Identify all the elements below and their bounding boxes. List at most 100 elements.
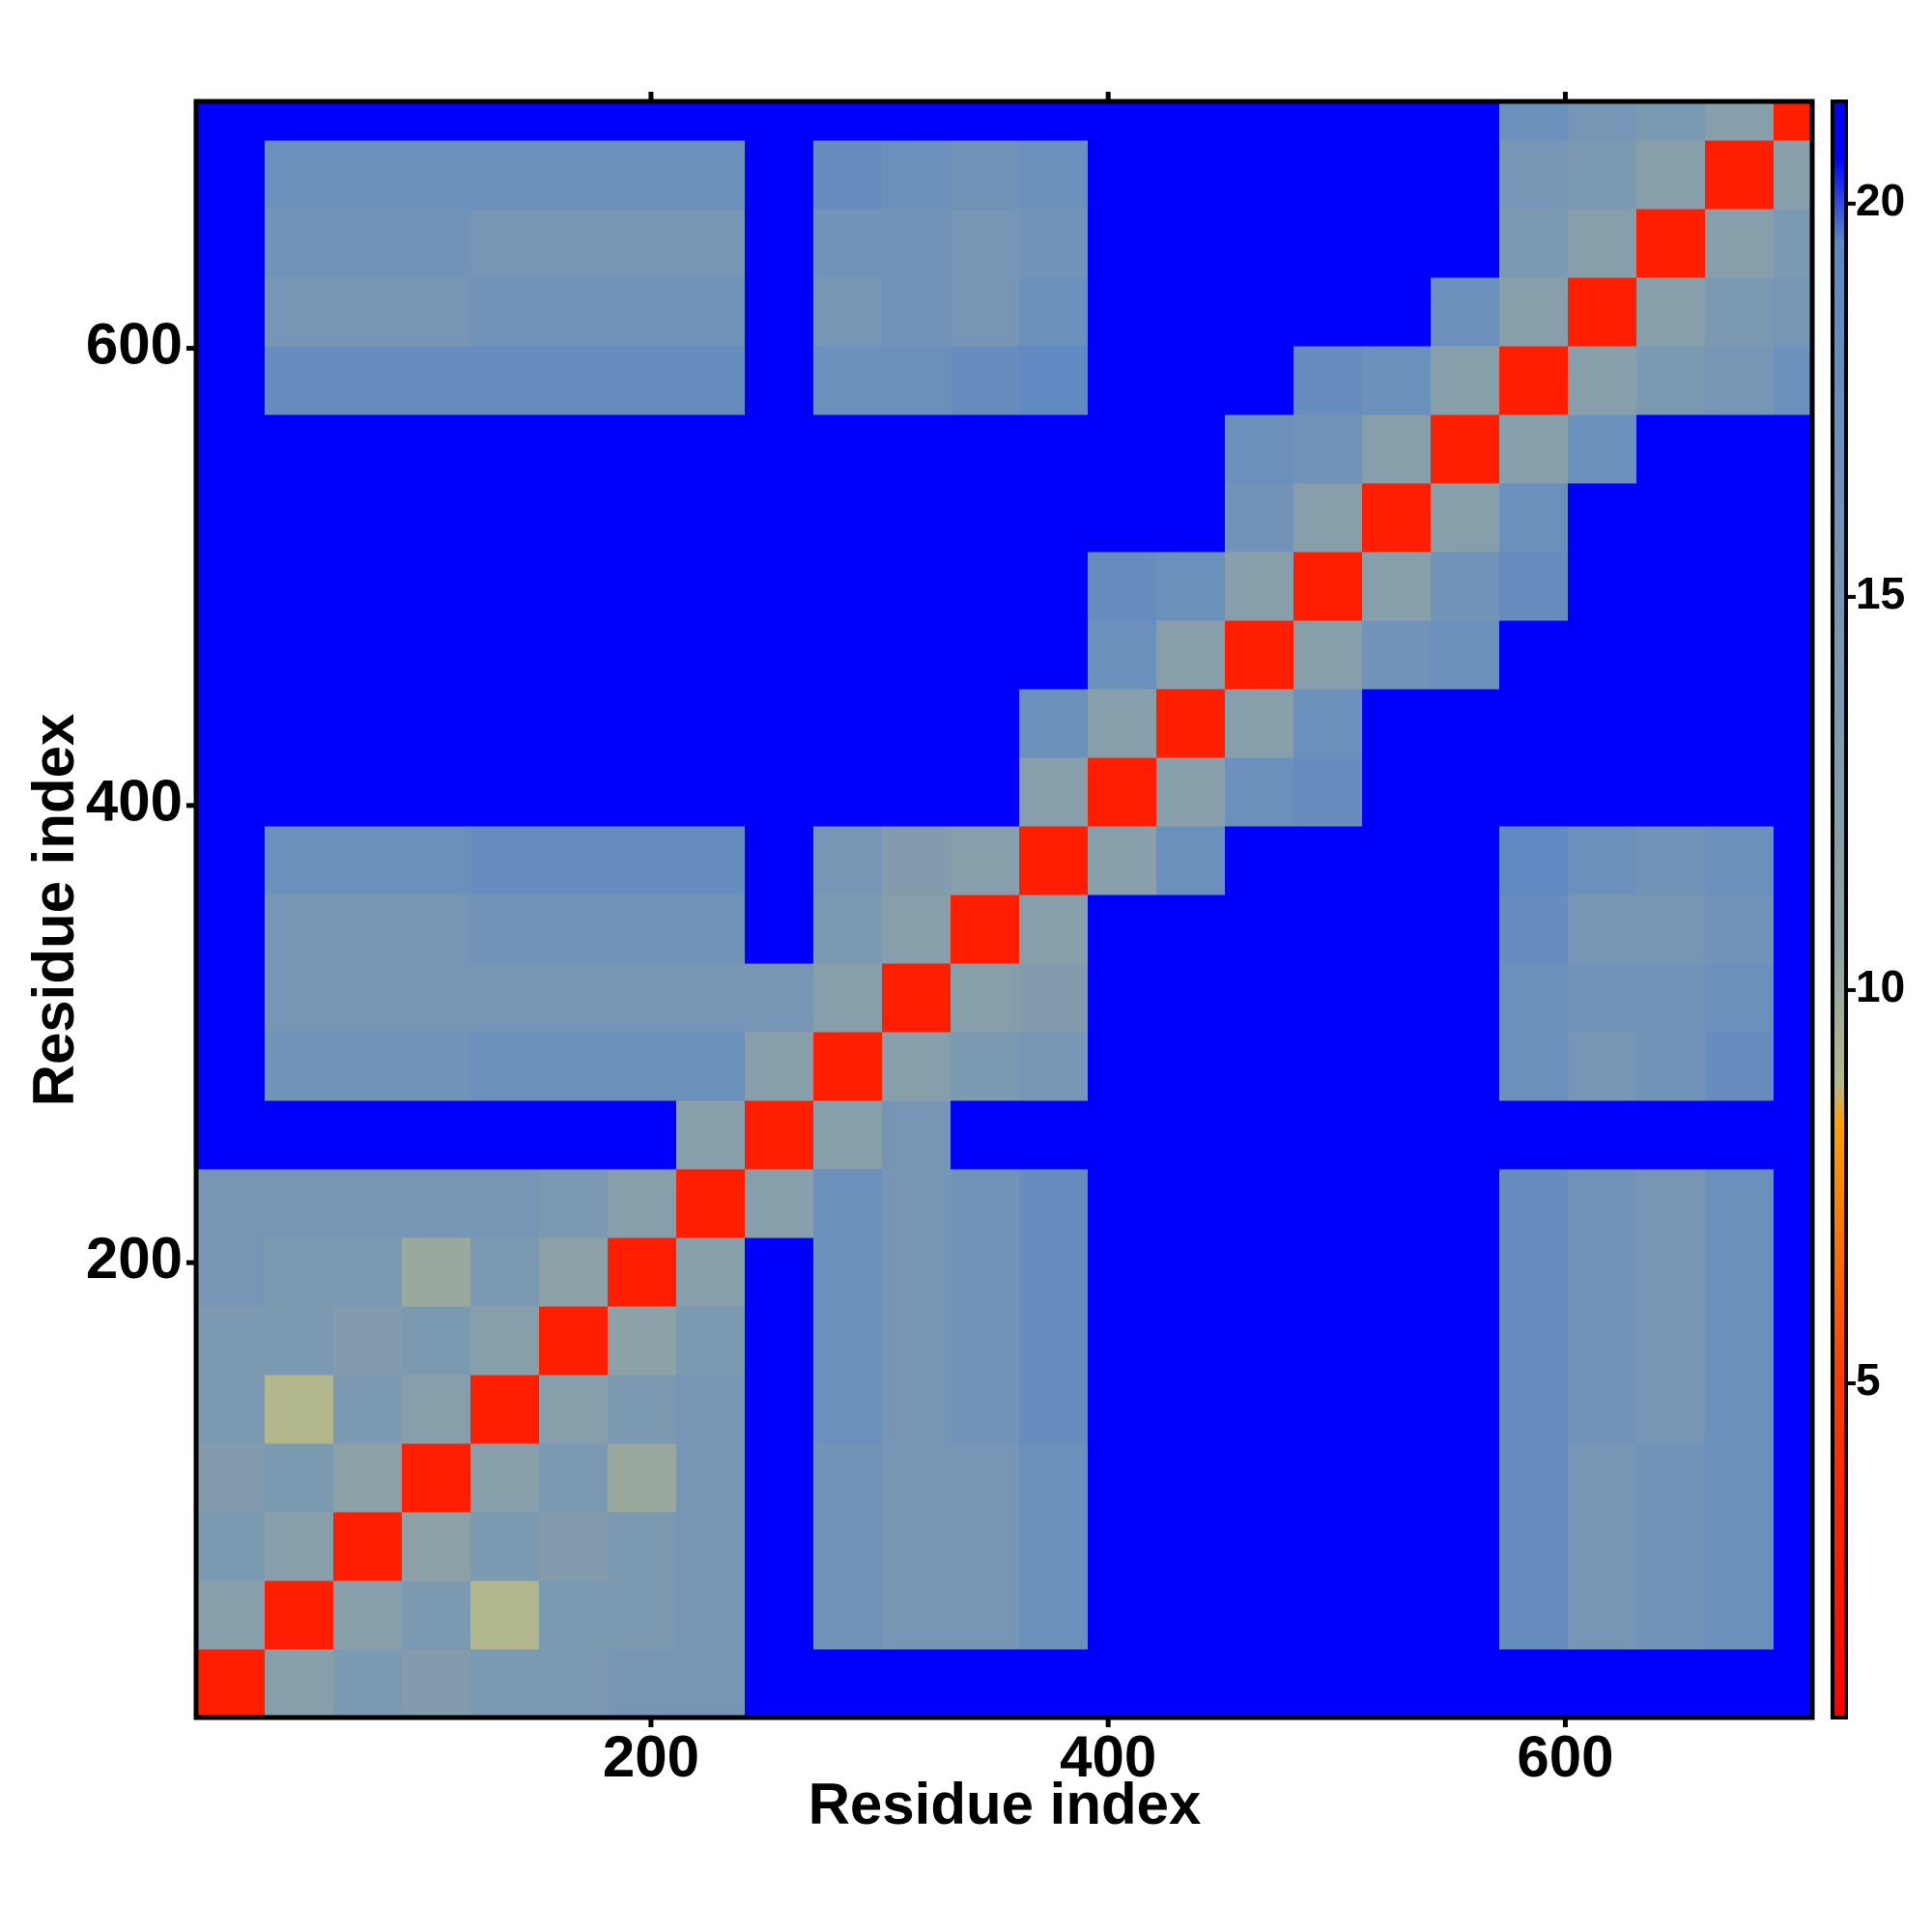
heatmap-cell (264, 1169, 334, 1238)
heatmap-cell (469, 1237, 540, 1307)
heatmap-cell (812, 1375, 883, 1444)
heatmap-cell (950, 552, 1020, 621)
heatmap-cell (1087, 895, 1157, 964)
heatmap-cell (607, 895, 677, 964)
heatmap-cell (401, 483, 471, 553)
heatmap-cell (1567, 826, 1637, 895)
heatmap-cell (196, 689, 266, 758)
heatmap-cell (950, 209, 1020, 278)
heatmap-cell (1224, 826, 1294, 895)
heatmap-cell (1293, 895, 1363, 964)
heatmap-cell (1704, 1443, 1775, 1513)
heatmap-cell (675, 483, 746, 553)
heatmap-cell (332, 552, 403, 621)
heatmap-cell (1155, 963, 1226, 1033)
heatmap-cell (469, 483, 540, 553)
heatmap-cell (812, 1032, 883, 1101)
heatmap-cell (196, 209, 266, 278)
heatmap-cell (1018, 414, 1089, 484)
heatmap-cell (1224, 414, 1294, 484)
heatmap-cell (1018, 1237, 1089, 1307)
heatmap-cell (1155, 552, 1226, 621)
heatmap-cell (1498, 620, 1569, 690)
colorbar-tick-label: 20 (1856, 175, 1905, 225)
heatmap-cell (1155, 1237, 1226, 1307)
heatmap-cell (607, 1306, 677, 1376)
heatmap-cell (1224, 689, 1294, 758)
heatmap-cell (812, 1100, 883, 1170)
heatmap-cell (332, 1169, 403, 1238)
heatmap-cell (812, 209, 883, 278)
heatmap-cell (1293, 101, 1363, 141)
heatmap-cell (950, 1100, 1020, 1170)
heatmap-cell (607, 277, 677, 347)
heatmap-cell (744, 826, 814, 895)
y-tick-label: 600 (86, 311, 183, 376)
heatmap-cell (1293, 346, 1363, 415)
heatmap-cell (1018, 552, 1089, 621)
heatmap-cell (881, 1443, 952, 1513)
heatmap-cell (1293, 689, 1363, 758)
heatmap-cell (1635, 1169, 1706, 1238)
heatmap-cell (881, 1306, 952, 1376)
heatmap-cell (881, 277, 952, 347)
heatmap-cell (1567, 1100, 1637, 1170)
heatmap-cell (881, 552, 952, 621)
heatmap-cell (1635, 346, 1706, 415)
heatmap-cell (881, 483, 952, 553)
heatmap-cell (1018, 1443, 1089, 1513)
y-axis-label: Residue index (21, 714, 86, 1107)
heatmap-cell (881, 620, 952, 690)
heatmap-cell (332, 1649, 403, 1719)
heatmap-cell (1773, 963, 1813, 1033)
heatmap-cell (675, 895, 746, 964)
heatmap-cell (675, 1237, 746, 1307)
heatmap-cell (264, 346, 334, 415)
heatmap-cell (744, 140, 814, 210)
heatmap-cell (538, 689, 609, 758)
heatmap-cell (538, 1169, 609, 1238)
heatmap-cell (1498, 1032, 1569, 1101)
heatmap-cell (1704, 1032, 1775, 1101)
heatmap-cell (607, 1649, 677, 1719)
heatmap-cell (1018, 963, 1089, 1033)
heatmap-cell (1293, 1237, 1363, 1307)
heatmap-cell (1293, 757, 1363, 827)
heatmap-cell (401, 101, 471, 141)
heatmap-cell (1704, 620, 1775, 690)
heatmap-cell (264, 1512, 334, 1581)
heatmap-cell (469, 1649, 540, 1719)
heatmap-cell (1567, 277, 1637, 347)
heatmap-cell (264, 963, 334, 1033)
heatmap-cell (1704, 895, 1775, 964)
heatmap-cell (1293, 1306, 1363, 1376)
heatmap-cell (1704, 1169, 1775, 1238)
heatmap-cell (1018, 209, 1089, 278)
heatmap-cell (401, 963, 471, 1033)
heatmap-cell (332, 1580, 403, 1650)
heatmap-cell (1498, 346, 1569, 415)
heatmap-cell (1498, 826, 1569, 895)
heatmap-cell (675, 1100, 746, 1170)
heatmap-cell (744, 1512, 814, 1581)
heatmap-cell (264, 1580, 334, 1650)
heatmap-cell (1704, 101, 1775, 141)
heatmap-cell (607, 1237, 677, 1307)
heatmap-cell (538, 1375, 609, 1444)
heatmap-cell (401, 140, 471, 210)
heatmap-cell (812, 552, 883, 621)
axes: 200 400 600 200 400 600 5 10 15 20 (86, 92, 1905, 1789)
heatmap-cell (1087, 552, 1157, 621)
heatmap-cell (1018, 1169, 1089, 1238)
heatmap-cell (264, 895, 334, 964)
heatmap-cell (538, 552, 609, 621)
heatmap-cell (1293, 1512, 1363, 1581)
heatmap-cell (1224, 552, 1294, 621)
heatmap-cell (1018, 101, 1089, 141)
heatmap-cell (1635, 1032, 1706, 1101)
heatmap-cell (401, 689, 471, 758)
heatmap-cell (1293, 1649, 1363, 1719)
heatmap-cell (196, 1580, 266, 1650)
heatmap-cell (264, 826, 334, 895)
